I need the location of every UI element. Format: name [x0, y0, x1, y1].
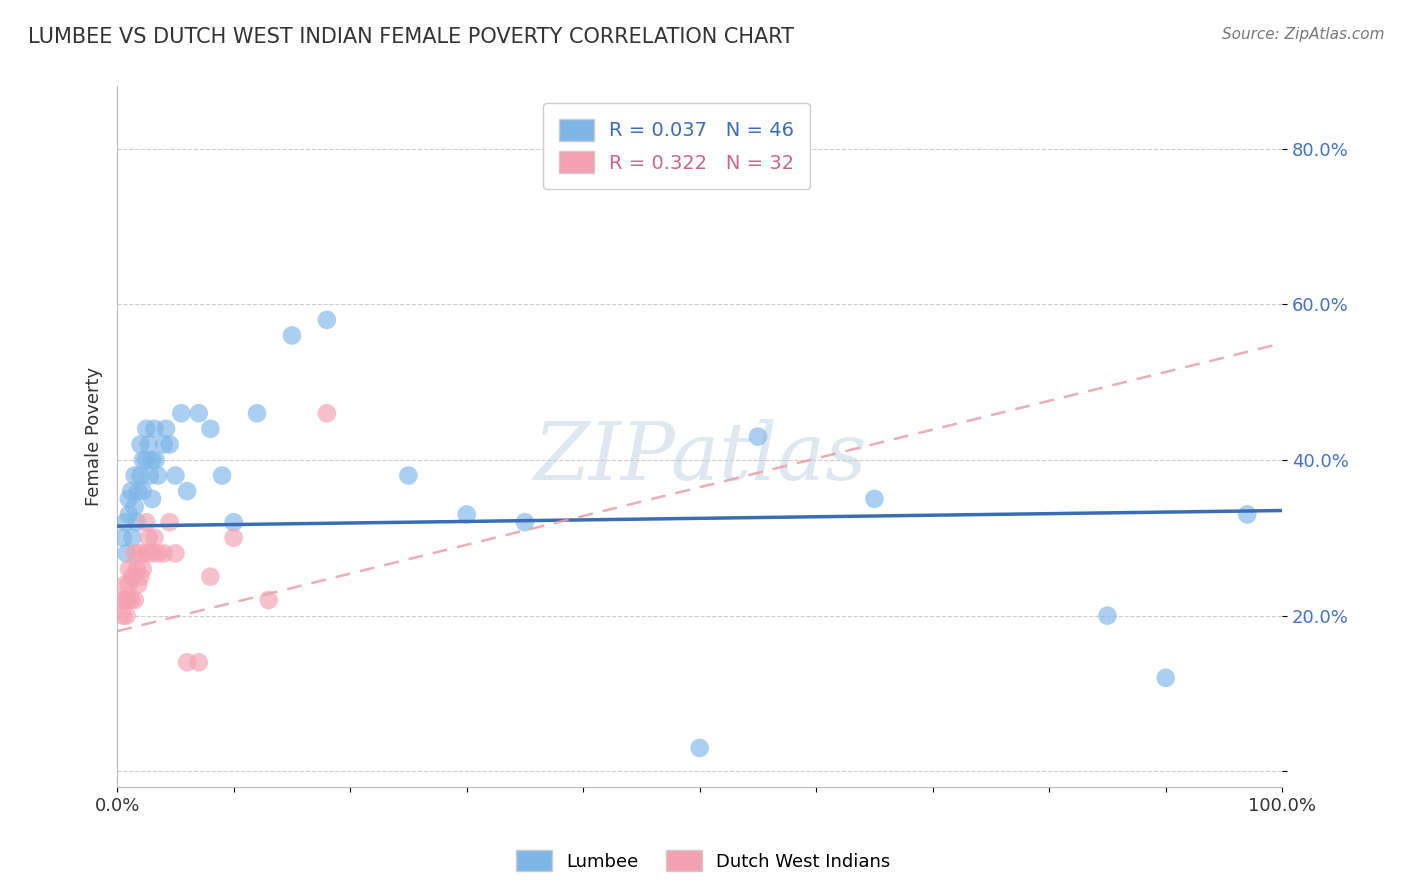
Point — [222, 531, 245, 545]
Point — [1154, 671, 1177, 685]
Point — [246, 406, 269, 420]
Point — [118, 491, 141, 506]
Point — [124, 500, 146, 514]
Point — [114, 515, 136, 529]
Point — [135, 546, 157, 560]
Point — [281, 328, 304, 343]
Point — [132, 562, 155, 576]
Point — [121, 531, 143, 545]
Point — [110, 593, 132, 607]
Point — [120, 484, 142, 499]
Point — [120, 593, 142, 607]
Point — [129, 437, 152, 451]
Point — [111, 608, 134, 623]
Point — [112, 593, 135, 607]
Point — [747, 429, 769, 443]
Point — [118, 562, 141, 576]
Point — [124, 468, 146, 483]
Point — [111, 531, 134, 545]
Point — [117, 593, 139, 607]
Text: LUMBEE VS DUTCH WEST INDIAN FEMALE POVERTY CORRELATION CHART: LUMBEE VS DUTCH WEST INDIAN FEMALE POVER… — [28, 27, 794, 46]
Point — [124, 546, 146, 560]
Point — [689, 740, 711, 755]
Point — [456, 508, 478, 522]
Point — [115, 608, 138, 623]
Point — [1097, 608, 1119, 623]
Point — [222, 515, 245, 529]
Point — [132, 484, 155, 499]
Point — [165, 546, 187, 560]
Point — [146, 468, 169, 483]
Point — [135, 453, 157, 467]
Point — [146, 546, 169, 560]
Text: ZIPatlas: ZIPatlas — [533, 419, 866, 496]
Point — [141, 491, 163, 506]
Point — [145, 453, 167, 467]
Point — [118, 508, 141, 522]
Point — [1236, 508, 1258, 522]
Point — [129, 468, 152, 483]
Point — [211, 468, 233, 483]
Point — [141, 546, 163, 560]
Point — [129, 546, 152, 560]
Point — [124, 593, 146, 607]
Point — [138, 531, 160, 545]
Point — [114, 577, 136, 591]
Point — [125, 562, 148, 576]
Point — [125, 515, 148, 529]
Point — [132, 453, 155, 467]
Point — [127, 577, 149, 591]
Point — [200, 570, 222, 584]
Point — [257, 593, 280, 607]
Point — [315, 406, 337, 420]
Point — [155, 422, 177, 436]
Point — [398, 468, 420, 483]
Point — [141, 453, 163, 467]
Point — [170, 406, 193, 420]
Point — [135, 422, 157, 436]
Point — [187, 406, 209, 420]
Point — [176, 484, 198, 499]
Point — [115, 546, 138, 560]
Point — [152, 546, 174, 560]
Point — [513, 515, 536, 529]
Point — [152, 437, 174, 451]
Point — [129, 570, 152, 584]
Point — [187, 655, 209, 669]
Point — [143, 422, 166, 436]
Legend: Lumbee, Dutch West Indians: Lumbee, Dutch West Indians — [509, 843, 897, 879]
Text: Source: ZipAtlas.com: Source: ZipAtlas.com — [1222, 27, 1385, 42]
Point — [135, 515, 157, 529]
Point — [121, 570, 143, 584]
Legend: R = 0.037   N = 46, R = 0.322   N = 32: R = 0.037 N = 46, R = 0.322 N = 32 — [543, 103, 810, 189]
Point — [139, 468, 162, 483]
Y-axis label: Female Poverty: Female Poverty — [86, 367, 103, 506]
Point — [863, 491, 886, 506]
Point — [118, 577, 141, 591]
Point — [315, 313, 337, 327]
Point — [159, 515, 181, 529]
Point — [127, 484, 149, 499]
Point — [143, 531, 166, 545]
Point — [138, 437, 160, 451]
Point — [200, 422, 222, 436]
Point — [165, 468, 187, 483]
Point — [159, 437, 181, 451]
Point — [176, 655, 198, 669]
